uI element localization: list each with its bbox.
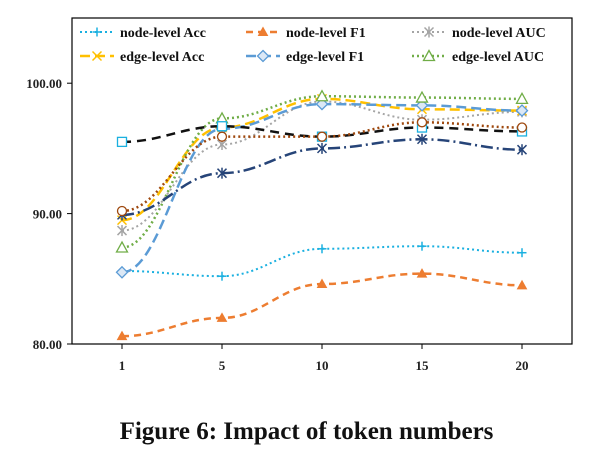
data-point xyxy=(516,144,528,156)
data-point xyxy=(517,248,527,258)
series-2 xyxy=(116,268,528,341)
series-line xyxy=(121,94,523,249)
data-point xyxy=(516,279,528,290)
legend-label: node-level AUC xyxy=(452,26,546,41)
data-point xyxy=(417,241,427,251)
series-layer xyxy=(115,89,529,341)
data-point xyxy=(216,167,228,179)
x-tick-label: 15 xyxy=(416,358,430,373)
data-point xyxy=(257,26,269,36)
y-tick-label: 80.00 xyxy=(33,337,62,352)
data-point xyxy=(422,49,436,62)
series-line xyxy=(121,102,523,274)
x-axis: 1 5 10 15 20 xyxy=(119,344,529,373)
data-point xyxy=(416,268,428,278)
data-point xyxy=(316,142,328,154)
legend-item: node-level Acc xyxy=(80,26,206,41)
plot-frame xyxy=(71,17,573,345)
legend-item: edge-level F1 xyxy=(246,49,364,65)
data-point xyxy=(116,136,128,148)
data-point xyxy=(415,90,429,103)
data-point xyxy=(416,133,428,145)
legend-label: node-level Acc xyxy=(120,26,206,41)
legend-label: edge-level F1 xyxy=(286,50,364,65)
series-line xyxy=(121,138,523,217)
series-line xyxy=(121,245,523,278)
data-point xyxy=(516,122,528,133)
series-line xyxy=(121,100,523,232)
legend: node-level Acc node-level F1 node-level AU… xyxy=(80,26,546,65)
data-point xyxy=(91,50,103,62)
data-point xyxy=(116,330,128,341)
x-tick-label: 10 xyxy=(316,358,329,373)
legend-label: edge-level AUC xyxy=(452,50,544,65)
series-line xyxy=(121,121,523,213)
data-point xyxy=(92,27,102,37)
data-point xyxy=(316,131,328,142)
series-9 xyxy=(116,117,528,217)
series-1 xyxy=(117,241,527,281)
x-tick-label: 20 xyxy=(516,358,529,373)
data-point xyxy=(216,131,228,142)
data-point xyxy=(256,49,270,63)
x-tick-label: 1 xyxy=(119,358,126,373)
data-point xyxy=(315,89,329,102)
legend-label: node-level F1 xyxy=(286,26,366,41)
series-4 xyxy=(116,93,528,226)
data-point xyxy=(116,205,128,217)
x-tick-label: 5 xyxy=(219,358,226,373)
series-6 xyxy=(115,89,529,253)
data-point xyxy=(115,240,129,253)
data-point xyxy=(116,225,128,237)
series-3 xyxy=(116,95,528,237)
legend-item: node-level F1 xyxy=(246,26,366,41)
legend-item: node-level AUC xyxy=(412,26,546,41)
data-point xyxy=(316,278,328,289)
y-tick-label: 100.00 xyxy=(26,76,62,91)
data-point xyxy=(216,121,228,132)
data-point xyxy=(423,26,435,38)
data-point xyxy=(515,104,529,118)
y-axis: 80.00 90.00 100.00 xyxy=(26,76,72,352)
data-point xyxy=(216,312,228,322)
y-tick-label: 90.00 xyxy=(33,207,62,222)
data-point xyxy=(115,265,129,279)
data-point xyxy=(317,244,327,254)
data-point xyxy=(416,117,428,128)
data-point xyxy=(515,91,529,104)
data-point xyxy=(217,271,227,281)
legend-label: edge-level Acc xyxy=(120,50,204,65)
legend-item: edge-level Acc xyxy=(80,50,204,65)
figure-caption: Figure 6: Impact of token numbers xyxy=(119,418,494,445)
legend-item: edge-level AUC xyxy=(412,49,544,65)
